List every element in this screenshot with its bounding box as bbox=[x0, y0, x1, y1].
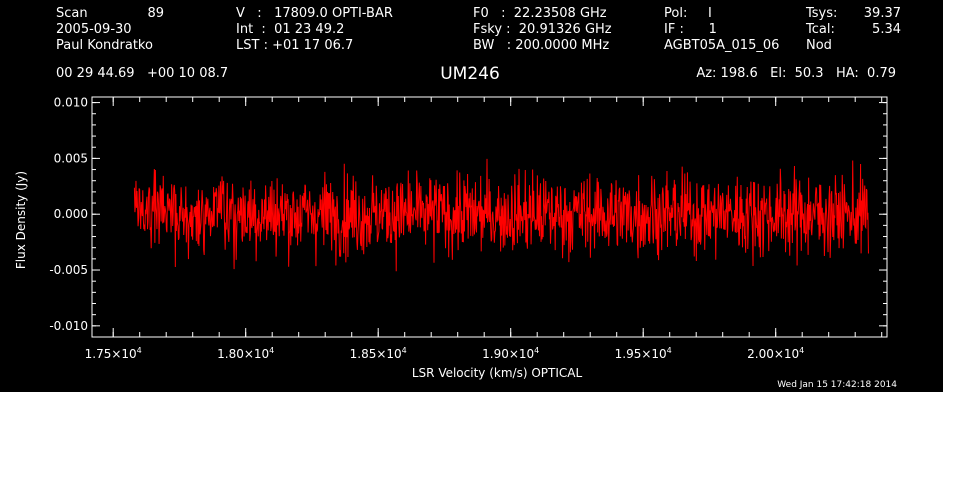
procedure: Nod bbox=[806, 38, 832, 53]
bandwidth: BW : 200.0000 MHz bbox=[473, 38, 610, 53]
spectrum-trace-group bbox=[133, 158, 869, 272]
x-tick-label: 1.80×104 bbox=[217, 346, 274, 361]
rest-frequency: F0 : 22.23508 GHz bbox=[473, 6, 607, 21]
tcal-label: Tcal: bbox=[806, 22, 835, 37]
y-axis-label: Flux Density (Jy) bbox=[14, 171, 28, 269]
spectrum-panel: Scan 89 2005-09-30 Paul Kondratko V : 17… bbox=[0, 0, 943, 392]
x-tick-label: 2.00×104 bbox=[747, 346, 804, 361]
y-tick-label: 0.005 bbox=[54, 151, 88, 165]
velocity-info: V : 17809.0 OPTI-BAR bbox=[236, 6, 393, 21]
plot-datestamp: Wed Jan 15 17:42:18 2014 bbox=[777, 380, 897, 390]
pointing-info: Az: 198.6 El: 50.3 HA: 0.79 bbox=[696, 66, 896, 81]
x-tick-label: 1.95×104 bbox=[615, 346, 672, 361]
polarization: Pol: I bbox=[664, 6, 712, 21]
y-tick-label: 0.010 bbox=[54, 96, 88, 110]
plot-frame bbox=[91, 96, 888, 338]
sky-frequency: Fsky : 20.91326 GHz bbox=[473, 22, 612, 37]
y-tick-label: -0.010 bbox=[49, 319, 88, 333]
tsys-label: Tsys: bbox=[806, 6, 838, 21]
if-number: IF : 1 bbox=[664, 22, 717, 37]
tcal-value: 5.34 bbox=[872, 22, 901, 37]
source-coordinates: 00 29 44.69 +00 10 08.7 bbox=[56, 66, 229, 81]
lst-info: LST : +01 17 06.7 bbox=[236, 38, 354, 53]
scan-label: Scan bbox=[56, 6, 88, 21]
x-tick-label: 1.90×104 bbox=[482, 346, 539, 361]
x-axis-label: LSR Velocity (km/s) OPTICAL bbox=[412, 366, 583, 380]
scan-number: 89 bbox=[147, 6, 164, 21]
y-tick-label: -0.005 bbox=[49, 263, 88, 277]
source-name: UM246 bbox=[440, 64, 500, 84]
observer-name: Paul Kondratko bbox=[56, 38, 153, 53]
y-tick-label: 0.000 bbox=[54, 207, 88, 221]
x-tick-label: 1.75×104 bbox=[85, 346, 142, 361]
spectrum-line bbox=[133, 158, 869, 272]
spectrum-plot: 0.010 0.005 0.000 -0.005 -0.010 1.75×104 1.80×… bbox=[14, 96, 888, 380]
tsys-value: 39.37 bbox=[863, 6, 901, 21]
project-id: AGBT05A_015_06 bbox=[664, 38, 780, 53]
axis-labels: 0.010 0.005 0.000 -0.005 -0.010 1.75×104 1.80×… bbox=[49, 96, 804, 361]
x-tick-label: 1.85×104 bbox=[350, 346, 407, 361]
integration-time: Int : 01 23 49.2 bbox=[236, 22, 345, 37]
axis-ticks bbox=[92, 97, 887, 337]
observation-date: 2005-09-30 bbox=[56, 22, 132, 37]
